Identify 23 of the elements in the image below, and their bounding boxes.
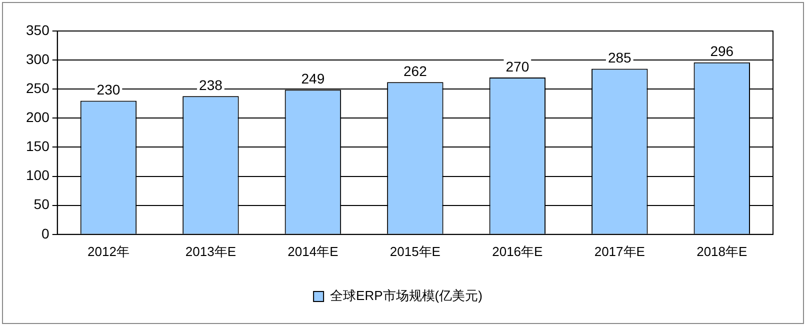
x-tick-label: 2014年E <box>288 244 339 259</box>
y-tick-label: 0 <box>42 225 50 242</box>
x-tick-label: 2016年E <box>492 244 544 259</box>
data-label: 270 <box>506 58 530 74</box>
data-label: 238 <box>199 76 223 93</box>
data-label: 296 <box>710 43 734 60</box>
y-tick-label: 250 <box>26 80 50 96</box>
x-tick-label: 2017年E <box>594 244 646 259</box>
y-tick-label: 150 <box>26 138 50 154</box>
x-tick-label: 2012年 <box>88 244 130 259</box>
x-tick-label: 2018年E <box>696 244 748 259</box>
y-tick-label: 350 <box>26 22 50 38</box>
y-tick-label: 200 <box>26 109 50 126</box>
legend-label: 全球ERP市场规模(亿美元) <box>330 288 482 304</box>
y-tick-label: 50 <box>34 196 50 212</box>
data-label: 249 <box>301 70 325 87</box>
data-label: 262 <box>404 63 428 79</box>
x-tick-label: 2015年E <box>390 244 441 259</box>
data-label: 230 <box>96 82 120 98</box>
y-tick-label: 100 <box>26 167 50 184</box>
data-label: 285 <box>608 50 632 66</box>
x-tick-label: 2013年E <box>185 244 236 259</box>
y-tick-label: 300 <box>26 50 50 67</box>
